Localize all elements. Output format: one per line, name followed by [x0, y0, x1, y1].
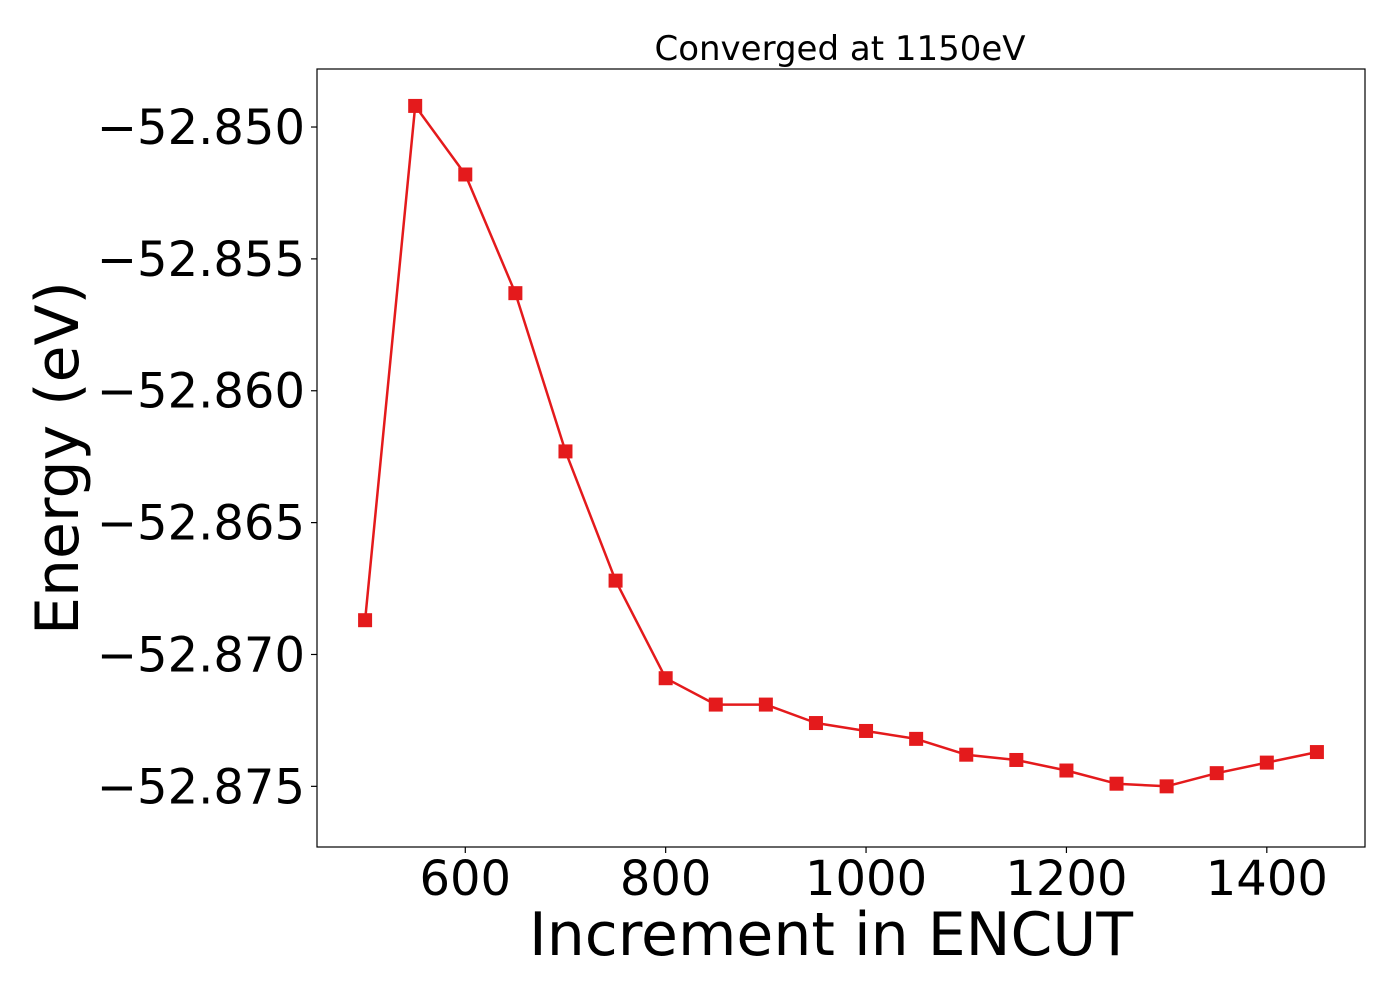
data-point-marker: [458, 167, 473, 182]
data-point-marker: [1059, 763, 1074, 778]
data-point-marker: [408, 98, 423, 113]
data-point-marker: [758, 697, 773, 712]
chart-title: Converged at 1150eV: [654, 29, 1025, 69]
data-point-marker: [959, 747, 974, 762]
y-tick-label: −52.865: [97, 496, 305, 552]
data-point-marker: [558, 444, 573, 459]
x-tick-label: 800: [620, 851, 712, 907]
y-tick-label: −52.860: [97, 364, 305, 420]
data-point-marker: [1309, 745, 1324, 760]
data-point-marker: [608, 573, 623, 588]
x-tick-label: 600: [419, 851, 511, 907]
data-point-marker: [658, 671, 673, 686]
data-point-marker: [1109, 776, 1124, 791]
data-point-marker: [909, 731, 924, 746]
data-point-marker: [1259, 755, 1274, 770]
plot-area: [358, 98, 1324, 794]
data-point-marker: [508, 286, 523, 301]
data-point-marker: [1159, 779, 1174, 794]
data-point-marker: [859, 723, 874, 738]
data-point-marker: [1209, 766, 1224, 781]
data-point-marker: [358, 613, 373, 628]
series-line: [363, 104, 1318, 788]
data-point-marker: [708, 697, 723, 712]
y-tick-label: −52.855: [97, 232, 305, 288]
y-tick-label: −52.870: [97, 627, 305, 683]
x-tick-label: 1000: [805, 851, 927, 907]
x-axis-label: Increment in ENCUT: [529, 900, 1133, 970]
plot-frame: [316, 68, 1366, 848]
x-axis: 600 800 1000 1200 1400: [419, 847, 1328, 907]
y-axis-label: Energy (eV): [23, 281, 93, 635]
x-tick-label: 1400: [1206, 851, 1328, 907]
y-tick-label: −52.850: [97, 100, 305, 156]
data-point-marker: [808, 716, 823, 731]
y-axis: −52.850 −52.855 −52.860 −52.865 −52.870 −52.8…: [97, 100, 317, 815]
x-tick-label: 1200: [1005, 851, 1127, 907]
y-tick-label: −52.875: [97, 759, 305, 815]
data-point-marker: [1009, 752, 1024, 767]
